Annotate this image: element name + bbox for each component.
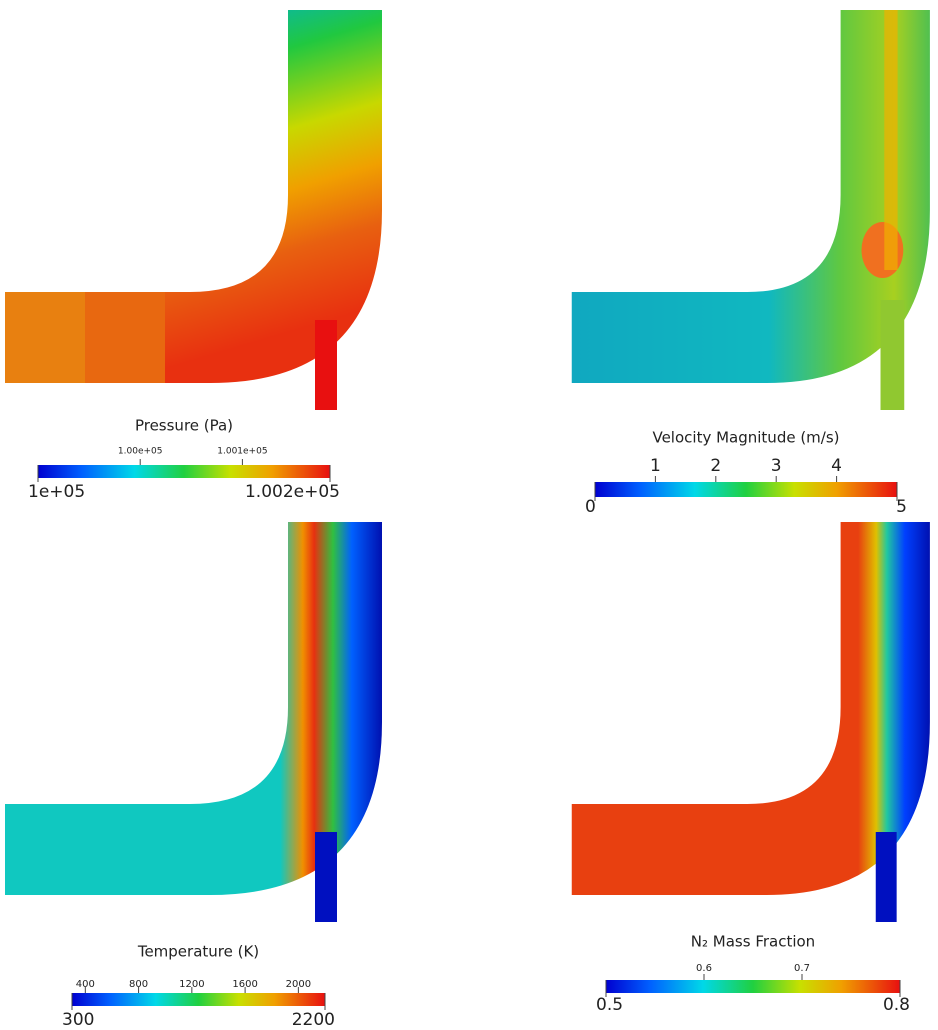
colorbar	[606, 980, 900, 993]
tick-label: 1.001e+05	[217, 447, 267, 457]
tick-label: 4	[831, 456, 842, 476]
pressure-field	[5, 10, 382, 410]
colorbars: Pressure (Pa) 1.00e+05 1.001e+05 1e+05 1.002…	[28, 417, 910, 1030]
tick-label: 0.7	[794, 963, 810, 974]
tick-label: 1	[650, 456, 661, 476]
max-label: 2200	[292, 1010, 335, 1030]
tick-label: 0.6	[696, 963, 712, 974]
min-label: 0	[585, 497, 596, 517]
min-label: 300	[62, 1010, 94, 1030]
colorbar	[72, 993, 325, 1006]
tick-label: 400	[76, 979, 95, 990]
colorbar-title: Temperature (K)	[137, 943, 259, 961]
min-label: 1e+05	[28, 482, 85, 502]
temperature-field	[5, 522, 382, 922]
colorbar	[38, 465, 330, 478]
colorbar-title: Velocity Magnitude (m/s)	[652, 429, 839, 447]
max-label: 0.8	[883, 995, 910, 1015]
tick-label: 1.00e+05	[118, 447, 163, 457]
tick-label: 2000	[286, 979, 311, 990]
velocity-field	[571, 10, 930, 410]
colorbar-title: N₂ Mass Fraction	[691, 933, 815, 951]
tick-label: 3	[771, 456, 782, 476]
tick-label: 800	[129, 979, 148, 990]
tick-label: 1200	[179, 979, 204, 990]
min-label: 0.5	[596, 995, 623, 1015]
tick-label: 2	[710, 456, 721, 476]
max-label: 1.002e+05	[245, 482, 340, 502]
colorbar	[595, 482, 897, 497]
tick-label: 1600	[232, 979, 257, 990]
colorbar-title: Pressure (Pa)	[135, 417, 233, 435]
max-label: 5	[896, 497, 907, 517]
n2-field	[571, 522, 930, 922]
